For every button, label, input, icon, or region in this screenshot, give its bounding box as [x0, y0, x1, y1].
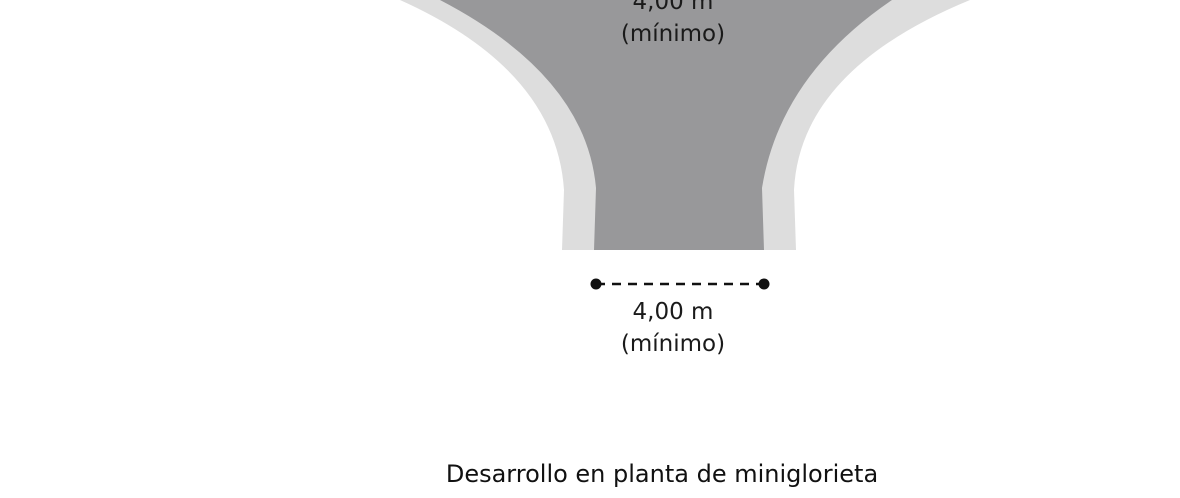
dimension-endpoint-left — [590, 278, 602, 290]
top-dimension-label: 4,00 m (mínimo) — [560, 0, 786, 50]
bottom-dimension-value: 4,00 m — [632, 299, 714, 325]
diagram-caption: Desarrollo en planta de miniglorieta — [445, 460, 879, 488]
top-dimension-value: 4,00 m — [632, 0, 714, 15]
bottom-dimension-label: 4,00 m (mínimo) — [560, 296, 786, 360]
top-dimension-qualifier: (mínimo) — [620, 21, 726, 47]
road-surface — [440, 0, 892, 250]
bottom-dimension-qualifier: (mínimo) — [620, 331, 726, 357]
dimension-endpoint-right — [758, 278, 770, 290]
